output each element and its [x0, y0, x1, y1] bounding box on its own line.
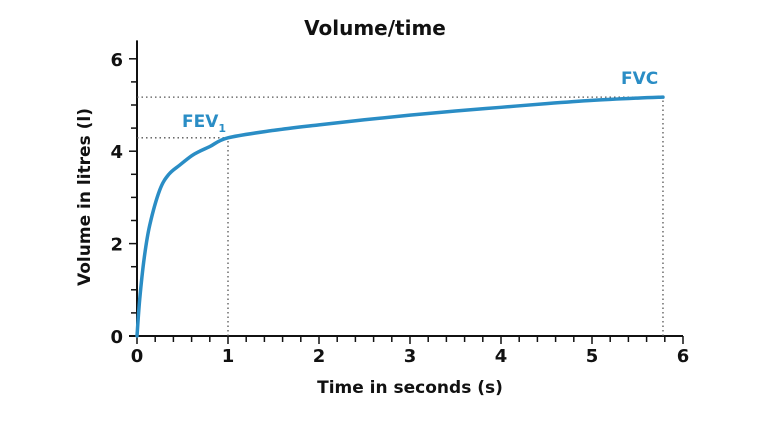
x-tick-label: 2	[313, 346, 326, 367]
fev1-label: FEV1	[182, 112, 226, 135]
x-axis-label: Time in seconds (s)	[317, 378, 503, 398]
y-axis-label: Volume in litres (l)	[75, 108, 95, 286]
y-tick-label: 2	[110, 235, 123, 256]
x-tick-label: 3	[404, 346, 417, 367]
chart-title: Volume/time	[304, 16, 446, 40]
y-tick-label: 6	[110, 50, 123, 71]
fvc-label: FVC	[621, 69, 658, 89]
x-tick-label: 0	[131, 346, 144, 367]
axes: 0 2 4 6 0 1 2 3 4 5 6	[110, 40, 689, 367]
y-tick-label: 0	[110, 327, 123, 348]
y-tick-label: 4	[110, 142, 123, 163]
x-tick-label: 1	[222, 346, 235, 367]
x-tick-label: 6	[677, 346, 690, 367]
x-tick-label: 4	[495, 346, 508, 367]
reference-lines	[137, 96, 664, 336]
x-tick-label: 5	[586, 346, 599, 367]
volume-curve	[135, 95, 665, 338]
